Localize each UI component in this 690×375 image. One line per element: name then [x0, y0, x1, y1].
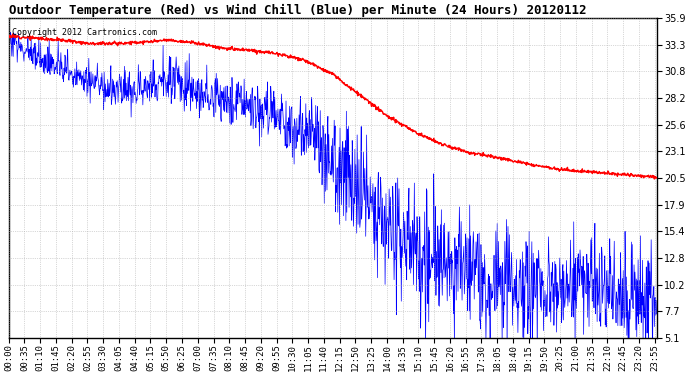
Text: Copyright 2012 Cartronics.com: Copyright 2012 Cartronics.com	[12, 28, 157, 37]
Text: Outdoor Temperature (Red) vs Wind Chill (Blue) per Minute (24 Hours) 20120112: Outdoor Temperature (Red) vs Wind Chill …	[9, 4, 586, 17]
